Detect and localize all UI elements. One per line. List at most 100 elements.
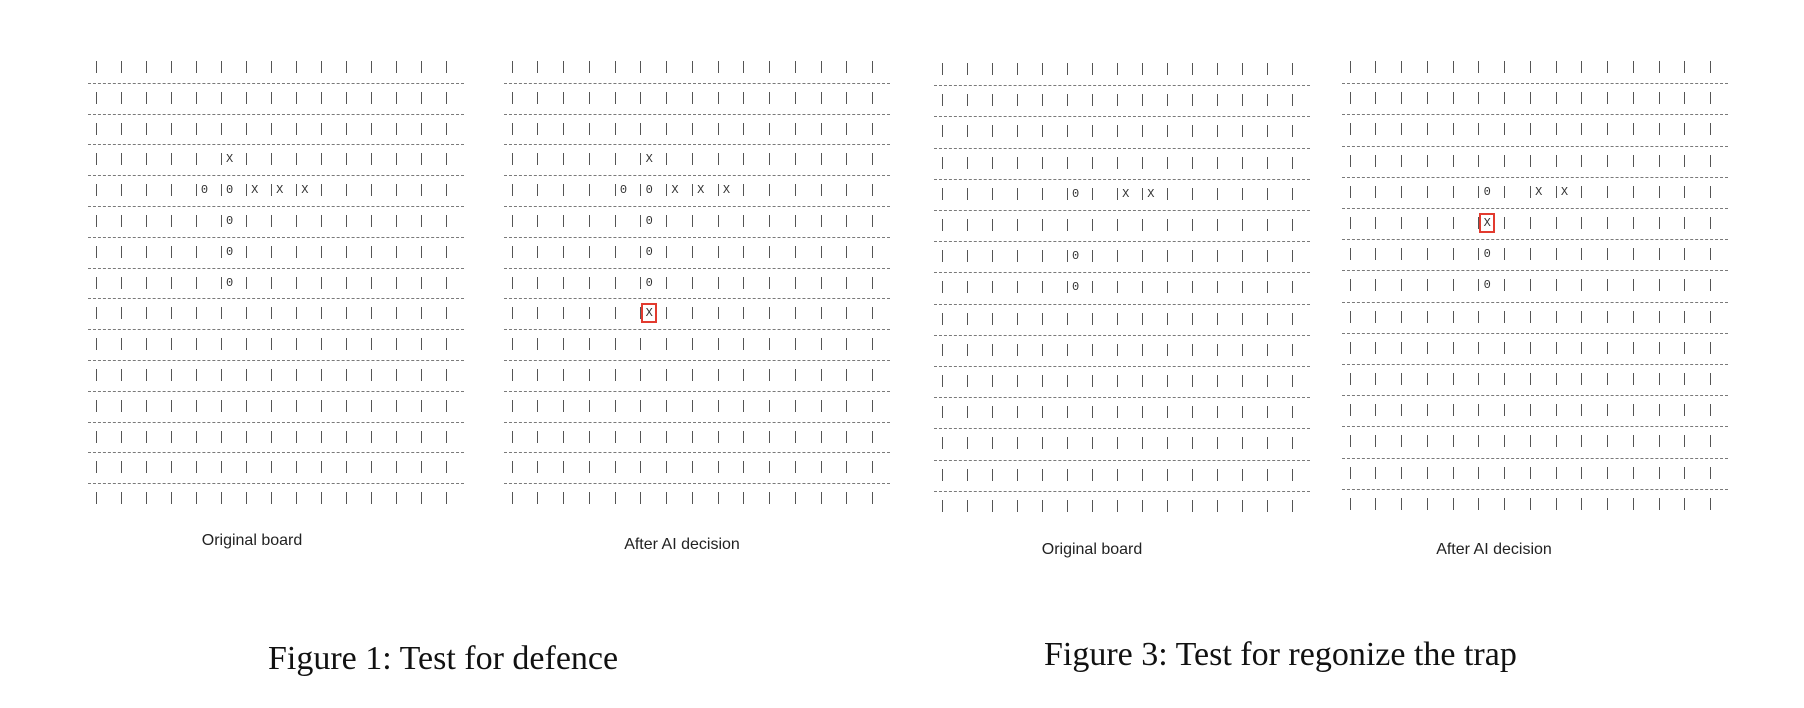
cell-divider bbox=[820, 153, 822, 166]
board-mark: X bbox=[1535, 184, 1543, 199]
cell-divider bbox=[1452, 279, 1454, 292]
cell-divider bbox=[794, 91, 796, 104]
cell-divider bbox=[1401, 123, 1403, 136]
cell-divider bbox=[1167, 187, 1169, 200]
cell-divider bbox=[1401, 185, 1403, 198]
board-after-ai: X 0 0 X X X 0 0 0 X bbox=[504, 60, 890, 522]
cell-divider bbox=[1529, 217, 1531, 229]
board-mark: 0 bbox=[1072, 249, 1080, 264]
cell-divider bbox=[1016, 499, 1018, 512]
cell-divider bbox=[563, 245, 565, 258]
cell-divider bbox=[717, 153, 719, 166]
cell-divider bbox=[871, 276, 873, 289]
cell-divider bbox=[1632, 435, 1634, 448]
cell-divider bbox=[245, 307, 247, 320]
cell-divider bbox=[270, 184, 272, 197]
cell-divider bbox=[220, 430, 222, 443]
cell-divider bbox=[421, 338, 423, 351]
board-row bbox=[504, 460, 890, 485]
cell-divider bbox=[1292, 63, 1294, 75]
cell-divider bbox=[941, 437, 943, 450]
cell-divider bbox=[1242, 156, 1244, 169]
cell-divider bbox=[769, 492, 771, 505]
cell-divider bbox=[1426, 61, 1428, 73]
cell-divider bbox=[820, 307, 822, 320]
board-after-ai: 0 X X X 0 0 bbox=[1342, 60, 1728, 528]
cell-divider bbox=[1426, 310, 1428, 323]
cell-divider bbox=[1478, 248, 1480, 261]
cell-divider bbox=[321, 91, 323, 104]
cell-divider bbox=[640, 369, 642, 381]
cell-divider bbox=[966, 468, 968, 481]
board-row bbox=[1342, 310, 1728, 334]
cell-divider bbox=[846, 430, 848, 443]
cell-divider bbox=[245, 461, 247, 474]
cell-divider bbox=[991, 375, 993, 387]
cell-divider bbox=[1066, 468, 1068, 481]
cell-divider bbox=[145, 91, 147, 104]
cell-divider bbox=[820, 399, 822, 412]
cell-divider bbox=[1349, 154, 1351, 167]
cell-divider bbox=[170, 461, 172, 474]
cell-divider bbox=[321, 399, 323, 412]
cell-divider bbox=[1401, 373, 1403, 385]
cell-divider bbox=[1478, 404, 1480, 417]
cell-divider bbox=[941, 375, 943, 387]
cell-divider bbox=[846, 276, 848, 289]
cell-divider bbox=[1684, 279, 1686, 292]
cell-divider bbox=[1504, 61, 1506, 73]
cell-divider bbox=[820, 369, 822, 381]
cell-divider bbox=[1167, 250, 1169, 263]
cell-divider bbox=[991, 219, 993, 231]
cell-divider bbox=[1192, 468, 1194, 481]
cell-divider bbox=[820, 492, 822, 505]
cell-divider bbox=[1066, 187, 1068, 200]
cell-divider bbox=[1658, 61, 1660, 73]
cell-divider bbox=[1142, 499, 1144, 512]
cell-divider bbox=[1016, 468, 1018, 481]
cell-divider bbox=[1478, 466, 1480, 479]
cell-divider bbox=[588, 245, 590, 258]
cell-divider bbox=[691, 91, 693, 104]
cell-divider bbox=[446, 61, 448, 73]
cell-divider bbox=[614, 307, 616, 320]
cell-divider bbox=[1504, 217, 1506, 229]
cell-divider bbox=[1167, 63, 1169, 75]
cell-divider bbox=[794, 461, 796, 474]
board-mark: X bbox=[697, 183, 705, 198]
cell-divider bbox=[1632, 497, 1634, 510]
cell-divider bbox=[966, 375, 968, 387]
cell-divider bbox=[145, 369, 147, 381]
cell-divider bbox=[1016, 375, 1018, 387]
cell-divider bbox=[1041, 187, 1043, 200]
cell-divider bbox=[1632, 92, 1634, 105]
cell-divider bbox=[1478, 497, 1480, 510]
cell-divider bbox=[1066, 94, 1068, 107]
cell-divider bbox=[666, 338, 668, 351]
cell-divider bbox=[537, 461, 539, 474]
cell-divider bbox=[1426, 92, 1428, 105]
cell-divider bbox=[991, 499, 993, 512]
cell-divider bbox=[871, 153, 873, 166]
cell-divider bbox=[170, 215, 172, 227]
cell-divider bbox=[666, 153, 668, 166]
cell-divider bbox=[296, 276, 298, 289]
cell-divider bbox=[794, 369, 796, 381]
cell-divider bbox=[371, 122, 373, 135]
cell-divider bbox=[346, 461, 348, 474]
cell-divider bbox=[220, 91, 222, 104]
cell-divider bbox=[120, 122, 122, 135]
board-label-after-ai: After AI decision bbox=[1436, 541, 1552, 558]
cell-divider bbox=[1632, 154, 1634, 167]
cell-divider bbox=[717, 61, 719, 73]
cell-divider bbox=[1401, 61, 1403, 73]
cell-divider bbox=[1167, 156, 1169, 169]
cell-divider bbox=[321, 276, 323, 289]
cell-divider bbox=[966, 63, 968, 75]
cell-divider bbox=[640, 307, 642, 320]
cell-divider bbox=[195, 153, 197, 166]
cell-divider bbox=[1167, 437, 1169, 450]
board-row bbox=[1342, 434, 1728, 459]
cell-divider bbox=[270, 215, 272, 227]
cell-divider bbox=[769, 399, 771, 412]
